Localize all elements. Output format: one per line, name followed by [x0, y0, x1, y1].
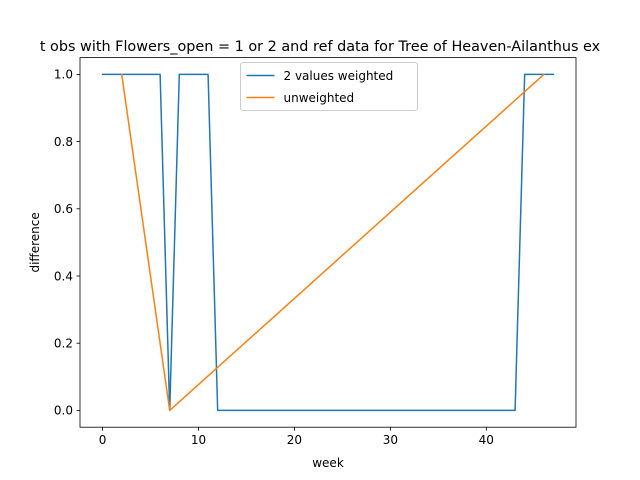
chart-title: t obs with Flowers_open = 1 or 2 and ref… — [40, 39, 601, 55]
y-tick-label: 1.0 — [54, 68, 73, 82]
series-line-0 — [101, 73, 555, 412]
y-axis: 0.0 0.2 0.4 0.6 0.8 1.0 — [54, 68, 80, 418]
legend-label-1: unweighted — [284, 91, 355, 105]
y-tick-label: 0.0 — [54, 404, 73, 418]
y-tick-label: 0.2 — [54, 337, 73, 351]
x-axis: 0 10 20 30 40 — [99, 427, 494, 447]
series-line-1 — [120, 73, 545, 412]
plot-area — [101, 73, 555, 412]
y-tick-label: 0.6 — [54, 202, 73, 216]
y-tick-label: 0.8 — [54, 135, 73, 149]
x-tick-label: 40 — [479, 433, 494, 447]
axes-frame — [79, 57, 577, 428]
x-tick-label: 30 — [383, 433, 398, 447]
legend-label-0: 2 values weighted — [284, 69, 394, 83]
legend: 2 values weighted unweighted — [240, 62, 418, 111]
x-tick-label: 0 — [99, 433, 107, 447]
x-axis-label: week — [312, 456, 344, 470]
x-tick-label: 20 — [287, 433, 302, 447]
legend-box — [240, 62, 418, 111]
y-tick-label: 0.4 — [54, 269, 73, 283]
x-tick-label: 10 — [191, 433, 206, 447]
y-axis-label: difference — [28, 212, 42, 272]
